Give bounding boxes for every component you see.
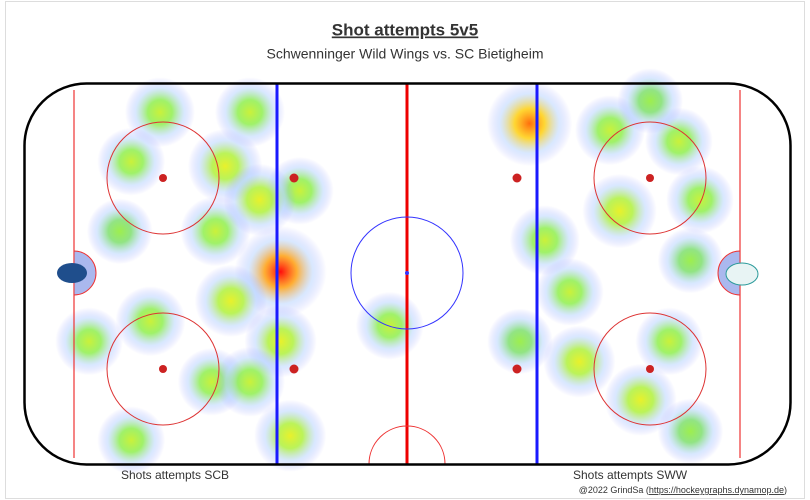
heat-spot [194,264,267,338]
faceoff-dot [646,365,654,373]
rink [23,82,792,466]
heat-spot [635,307,704,376]
right-label: Shots attempts SWW [573,468,688,482]
credit-text: ) [784,485,787,495]
heat-spot [543,325,616,398]
heat-spot [535,258,604,326]
heatmap [55,68,734,475]
heat-spot [214,346,285,417]
left-label: Shots attempts SCB [121,468,229,482]
faceoff-dot [646,174,654,182]
heat-spot [86,198,153,265]
faceoff-dot [512,364,522,374]
credit-link[interactable]: https://hockeygraphs.dynamop.de [649,485,784,495]
heat-spot [657,227,724,294]
heat-spot [487,308,553,375]
chart-subtitle: Schwenninger Wild Wings vs. SC Bietighei… [267,46,544,62]
faceoff-dot [289,173,299,183]
heat-spot [254,399,327,472]
heat-spot [582,173,657,249]
heat-spot [97,127,166,196]
faceoff-circle [593,121,707,235]
heat-spot [115,286,186,357]
heat-spot [55,307,124,376]
faceoff-dot [159,174,167,182]
faceoff-dot [289,364,299,374]
faceoff-dot [159,365,167,373]
team-logo [725,262,759,286]
center-circle [350,216,464,330]
heat-spot [666,165,734,234]
faceoff-circle [593,312,707,426]
faceoff-circle [106,312,220,426]
team-logo [57,263,87,283]
heat-spot [509,205,580,276]
heat-spot [617,68,684,134]
center-dot [405,271,409,275]
heat-spot [223,163,296,236]
heat-spot [355,291,424,360]
faceoff-dot [512,173,522,183]
chart-title: Shot attempts 5v5 [332,20,478,39]
faceoff-circle [106,121,220,235]
credit-text: @2022 GrindSa ( [579,485,649,495]
credit: @2022 GrindSa (https://hockeygraphs.dyna… [579,485,787,495]
boards [23,82,792,466]
heat-spot [214,77,285,148]
heat-spot [486,80,573,167]
referee-crease [368,425,446,465]
heat-spot [657,398,724,465]
